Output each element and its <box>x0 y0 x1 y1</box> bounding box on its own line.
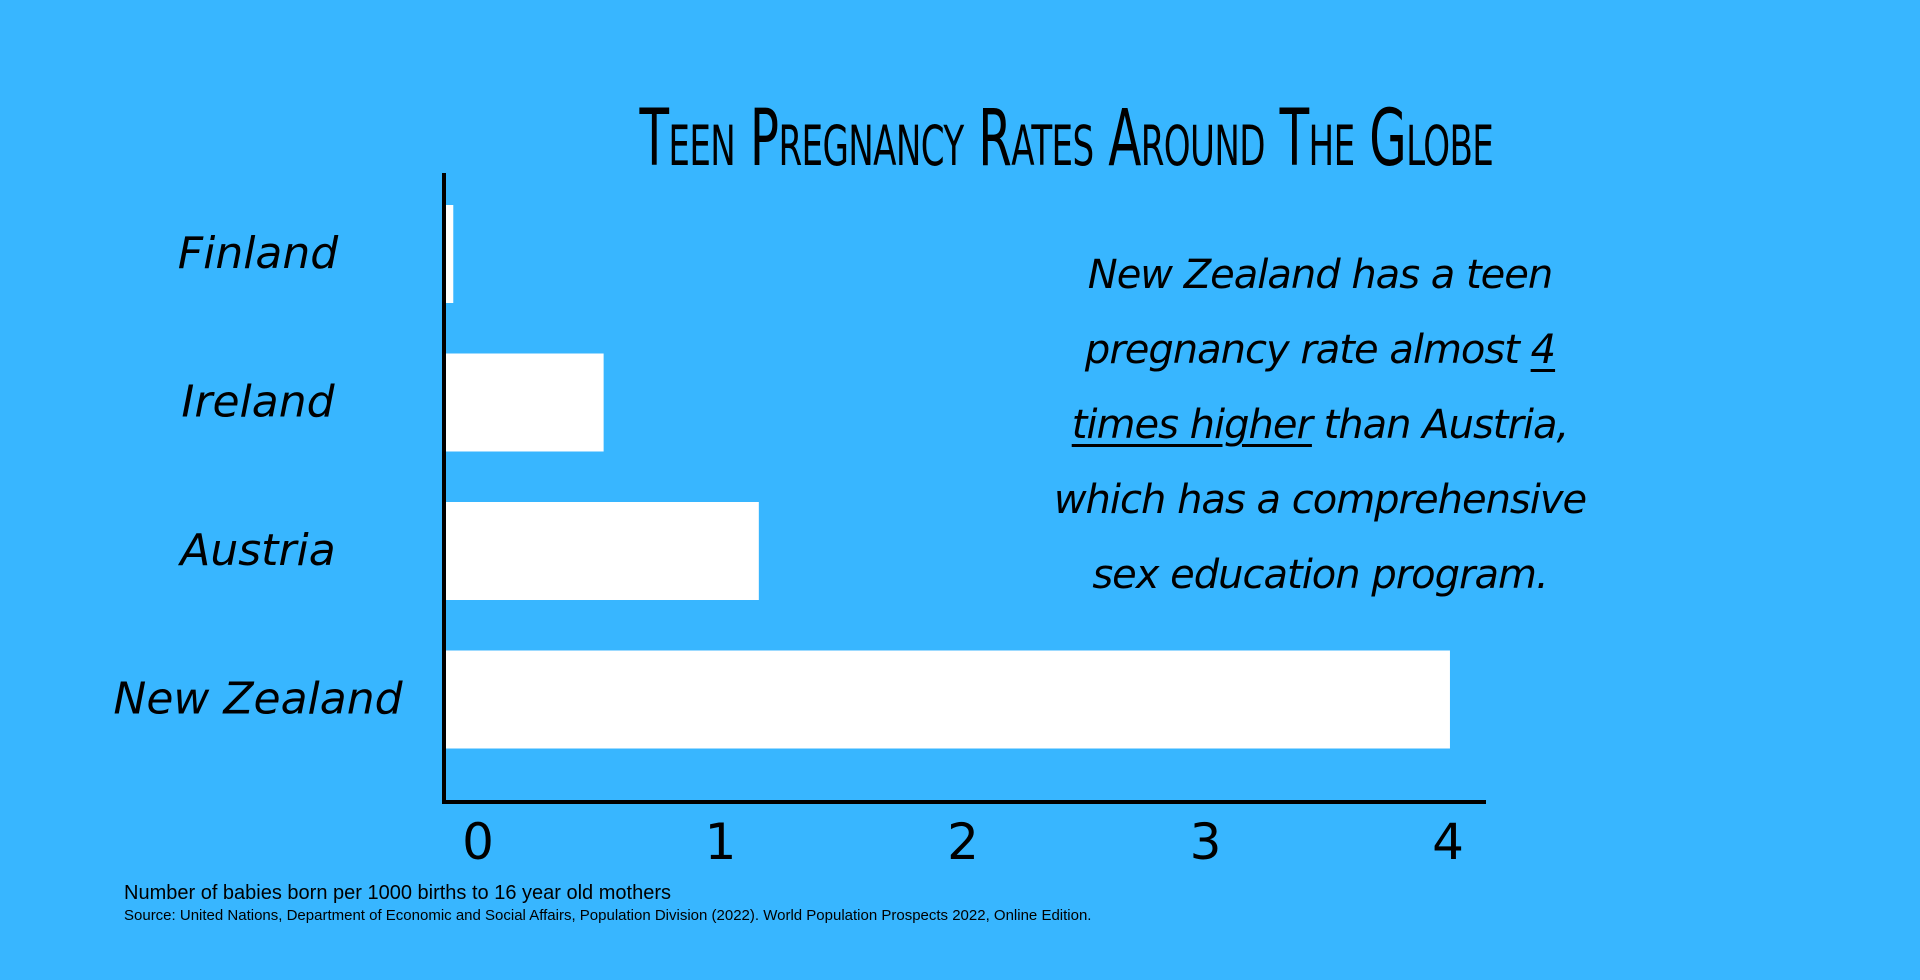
x-tick-label: 4 <box>1432 813 1464 871</box>
x-tick-label: 3 <box>1190 813 1222 871</box>
bar-austria <box>446 502 759 600</box>
annotation-text: New Zealand has a teen pregnancy rate al… <box>1040 238 1600 613</box>
x-axis-label: Number of babies born per 1000 births to… <box>124 882 671 904</box>
x-tick-label: 0 <box>462 813 494 871</box>
category-label-new-zealand: New Zealand <box>113 674 403 725</box>
category-labels: Finland Ireland Austria New Zealand <box>113 228 403 725</box>
x-tick-label: 1 <box>705 813 737 871</box>
category-label-austria: Austria <box>177 525 335 576</box>
annotation-text-before: New Zealand has a teen pregnancy rate al… <box>1084 252 1553 373</box>
x-tick-label: 2 <box>947 813 979 871</box>
category-label-finland: Finland <box>178 228 339 279</box>
category-label-ireland: Ireland <box>181 377 335 428</box>
annotation-text-after: than Austria, which has a comprehensive … <box>1053 402 1587 598</box>
source-note: Source: United Nations, Department of Ec… <box>124 907 1092 924</box>
x-tick-labels: 0 1 2 3 4 <box>462 813 1464 871</box>
bar-finland <box>446 205 454 303</box>
bars-group <box>446 205 1450 749</box>
bar-ireland <box>446 353 604 452</box>
bar-new-zealand <box>446 650 1450 749</box>
annotation-highlight: 4 times higher <box>1071 327 1556 448</box>
